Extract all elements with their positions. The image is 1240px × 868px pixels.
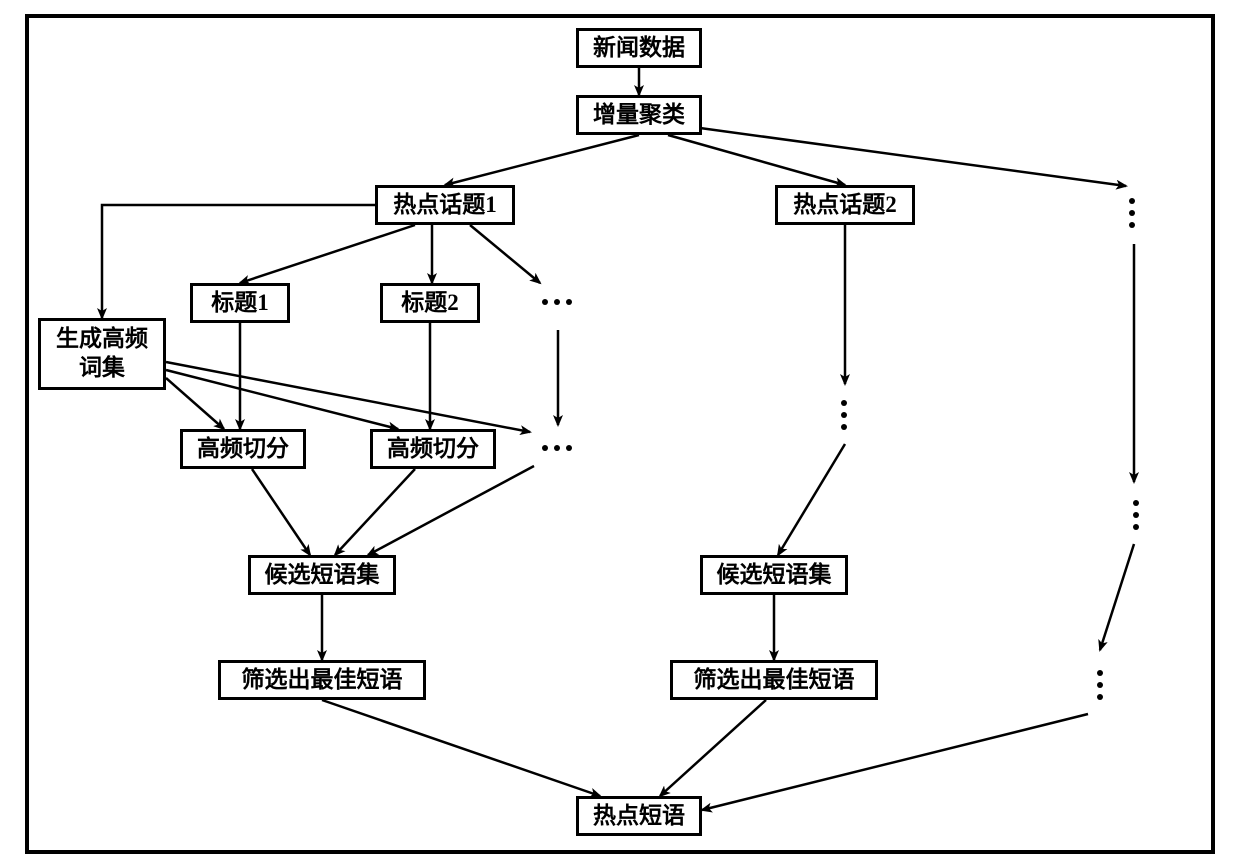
node-gen-highfreq: 生成高频 词集 [38, 318, 166, 390]
node-topic1: 热点话题1 [375, 185, 515, 225]
ellipsis-bp-right [1094, 660, 1106, 710]
node-news-data: 新闻数据 [576, 28, 702, 68]
node-title2: 标题2 [380, 283, 480, 323]
ellipsis-topic2-mid [838, 390, 850, 440]
node-hf-split1: 高频切分 [180, 429, 306, 469]
ellipsis-far-right [1130, 490, 1142, 540]
node-cand-set2: 候选短语集 [700, 555, 848, 595]
node-inc-cluster: 增量聚类 [576, 95, 702, 135]
node-hf-split2: 高频切分 [370, 429, 496, 469]
flowchart-canvas: 新闻数据 增量聚类 热点话题1 热点话题2 标题1 标题2 生成高频 词集 高频… [0, 0, 1240, 868]
ellipsis-hf-right [532, 442, 582, 454]
node-hot-phrase: 热点短语 [576, 796, 702, 836]
node-topic2: 热点话题2 [775, 185, 915, 225]
node-best-phrase2: 筛选出最佳短语 [670, 660, 878, 700]
node-best-phrase1: 筛选出最佳短语 [218, 660, 426, 700]
node-title1: 标题1 [190, 283, 290, 323]
node-cand-set1: 候选短语集 [248, 555, 396, 595]
ellipsis-inc-right [1126, 188, 1138, 238]
ellipsis-titles-right [532, 296, 582, 308]
